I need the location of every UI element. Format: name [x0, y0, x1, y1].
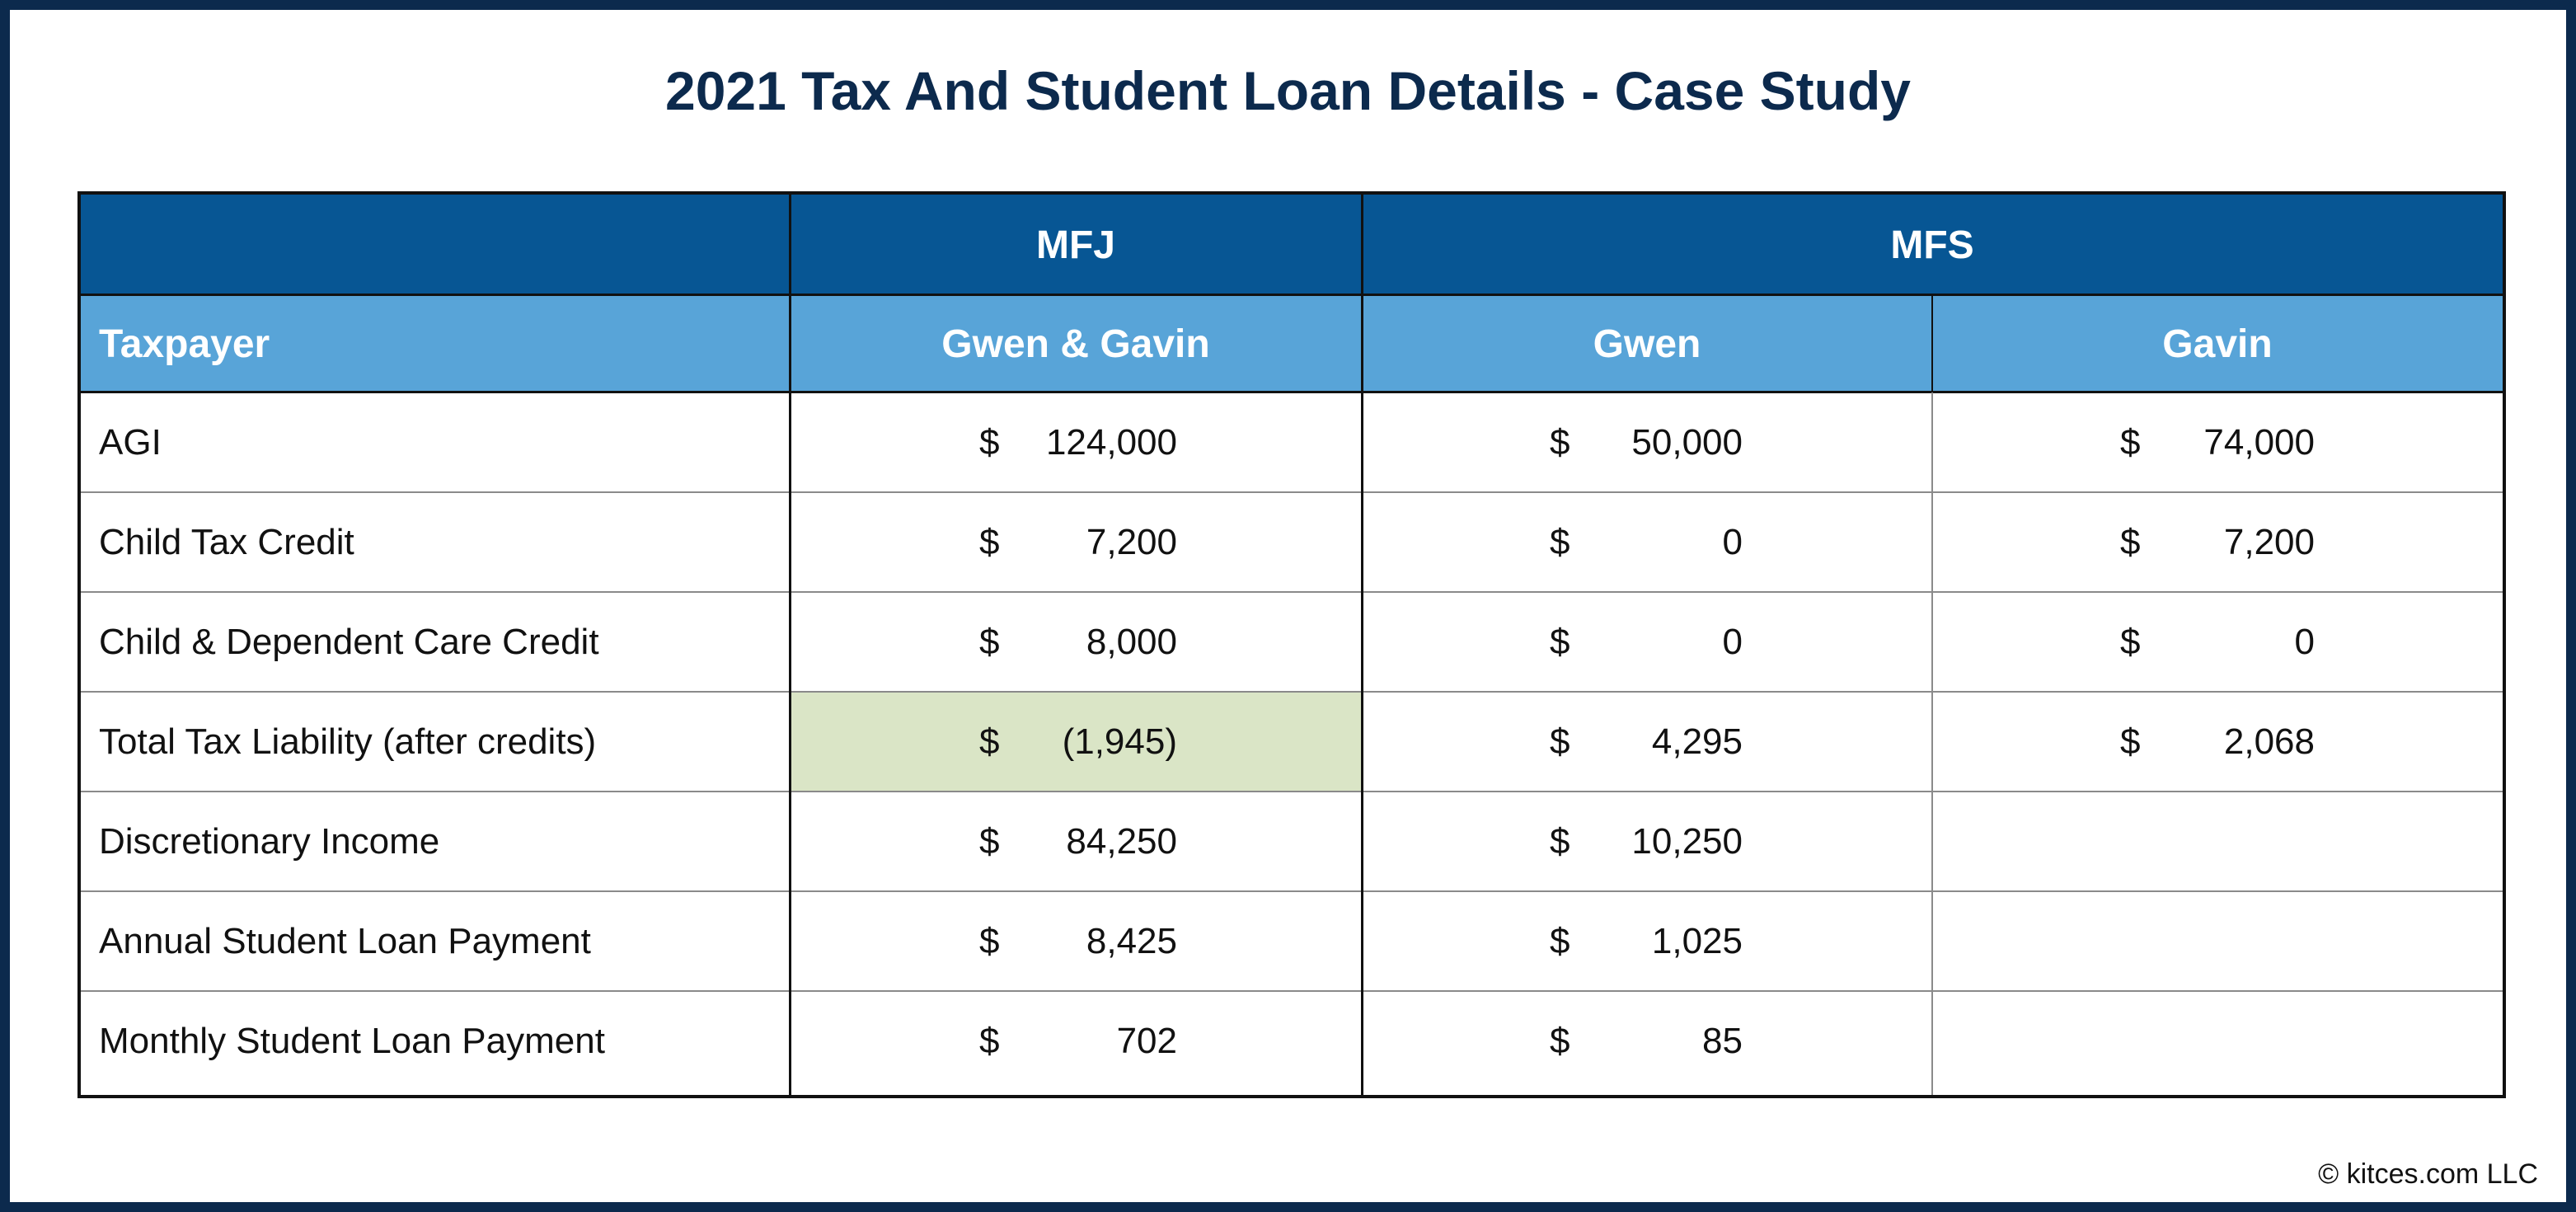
currency-symbol: $ — [979, 1020, 1000, 1061]
currency-symbol: $ — [1550, 421, 1570, 463]
value-cell-gavin: $7,200 — [1932, 492, 2503, 592]
currency-symbol: $ — [1550, 1020, 1570, 1061]
amount-value: 50,000 — [1631, 421, 1743, 463]
currency-symbol: $ — [979, 621, 1000, 662]
value-cell-mfj: $84,250 — [790, 792, 1362, 891]
column-header-gavin: Gavin — [1932, 295, 2503, 392]
amount-value: 2,068 — [2223, 721, 2315, 762]
row-label: Discretionary Income — [99, 820, 440, 862]
value-cell-mfj: $8,000 — [790, 592, 1362, 692]
currency-symbol: $ — [2120, 721, 2141, 762]
infographic-card: 2021 Tax And Student Loan Details - Case… — [10, 10, 2566, 1202]
amount-value: 7,200 — [2223, 521, 2315, 562]
amount-value: 85 — [1702, 1020, 1743, 1061]
value-cell-gwen: $0 — [1362, 592, 1932, 692]
copyright-notice: © kitces.com LLC — [2318, 1158, 2538, 1190]
row-label: Child Tax Credit — [99, 521, 354, 562]
value-cell-gavin — [1932, 792, 2503, 891]
value-cell-gavin — [1932, 891, 2503, 991]
value-cell-mfj: $ (1,945) — [790, 692, 1362, 792]
column-divider-3-header — [1931, 295, 1933, 392]
amount-value: 74,000 — [2203, 421, 2315, 463]
amount-value: 84,250 — [1066, 820, 1177, 862]
value-cell-gwen: $10,250 — [1362, 792, 1932, 891]
value-cell-gavin: $0 — [1932, 592, 2503, 692]
value-cell-gavin: $74,000 — [1932, 392, 2503, 492]
value-cell-gwen: $85 — [1362, 991, 1932, 1091]
row-divider — [81, 791, 2503, 792]
amount-value: 0 — [1722, 521, 1743, 562]
group-header-blank — [81, 195, 790, 295]
column-header-gwen-and-gavin: Gwen & Gavin — [790, 295, 1362, 392]
row-label: Monthly Student Loan Payment — [99, 1020, 605, 1061]
value-cell-gavin: $2,068 — [1932, 692, 2503, 792]
amount-value: (1,945) — [1062, 721, 1177, 762]
amount-value: 8,425 — [1086, 920, 1177, 961]
row-label: AGI — [99, 421, 162, 463]
value-cell-mfj: $702 — [790, 991, 1362, 1091]
column-divider-1 — [789, 195, 791, 1095]
column-divider-2 — [1361, 195, 1363, 1095]
amount-value: 10,250 — [1631, 820, 1743, 862]
header-divider — [81, 294, 2503, 296]
amount-value: 8,000 — [1086, 621, 1177, 662]
column-divider-3 — [1931, 392, 1933, 1095]
amount-value: 0 — [2294, 621, 2315, 662]
currency-symbol: $ — [2120, 421, 2141, 463]
page-title: 2021 Tax And Student Loan Details - Case… — [664, 60, 1911, 121]
row-divider — [81, 890, 2503, 892]
currency-symbol: $ — [1550, 521, 1570, 562]
value-cell-gwen: $50,000 — [1362, 392, 1932, 492]
value-cell-mfj: $124,000 — [790, 392, 1362, 492]
currency-symbol: $ — [1550, 820, 1570, 862]
row-divider — [81, 491, 2503, 493]
column-header-taxpayer: Taxpayer — [81, 295, 790, 392]
currency-symbol: $ — [2120, 621, 2141, 662]
data-table: MFJ MFS Taxpayer Gwen & Gavin Gwen Gavin… — [77, 191, 2506, 1098]
row-label: Annual Student Loan Payment — [99, 920, 591, 961]
row-label: Child & Dependent Care Credit — [99, 621, 599, 662]
value-cell-gavin — [1932, 991, 2503, 1091]
currency-symbol: $ — [979, 421, 1000, 463]
currency-symbol: $ — [1550, 721, 1570, 762]
amount-value: 702 — [1116, 1020, 1177, 1061]
value-cell-gwen: $1,025 — [1362, 891, 1932, 991]
currency-symbol: $ — [979, 820, 1000, 862]
currency-symbol: $ — [979, 920, 1000, 961]
value-cell-gwen: $4,295 — [1362, 692, 1932, 792]
amount-value: 124,000 — [1045, 421, 1177, 463]
column-header-gwen: Gwen — [1362, 295, 1932, 392]
row-divider — [81, 990, 2503, 992]
currency-symbol: $ — [1550, 920, 1570, 961]
currency-symbol: $ — [1550, 621, 1570, 662]
row-divider — [81, 591, 2503, 593]
row-divider — [81, 691, 2503, 693]
header-bottom-border — [81, 391, 2503, 393]
value-cell-mfj: $7,200 — [790, 492, 1362, 592]
amount-value: 4,295 — [1651, 721, 1743, 762]
currency-symbol: $ — [979, 521, 1000, 562]
value-cell-mfj: $8,425 — [790, 891, 1362, 991]
amount-value: 7,200 — [1086, 521, 1177, 562]
currency-symbol: $ — [2120, 521, 2141, 562]
amount-value: 1,025 — [1651, 920, 1743, 961]
row-label: Total Tax Liability (after credits) — [99, 721, 597, 762]
amount-value: 0 — [1722, 621, 1743, 662]
currency-symbol: $ — [979, 721, 1000, 762]
group-header-mfs: MFS — [1362, 195, 2503, 295]
group-header-mfj: MFJ — [790, 195, 1362, 295]
value-cell-gwen: $0 — [1362, 492, 1932, 592]
